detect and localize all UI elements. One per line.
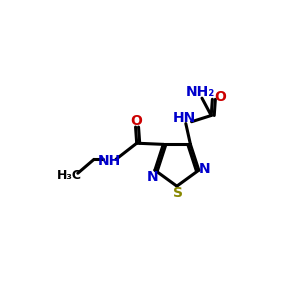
Text: NH: NH bbox=[98, 154, 121, 167]
Text: NH₂: NH₂ bbox=[186, 85, 215, 99]
Text: O: O bbox=[130, 114, 142, 128]
Text: N: N bbox=[199, 162, 210, 176]
Text: S: S bbox=[173, 186, 183, 200]
Text: N: N bbox=[147, 170, 159, 184]
Text: HN: HN bbox=[173, 112, 196, 125]
Text: O: O bbox=[214, 91, 226, 104]
Text: H₃C: H₃C bbox=[56, 169, 82, 182]
